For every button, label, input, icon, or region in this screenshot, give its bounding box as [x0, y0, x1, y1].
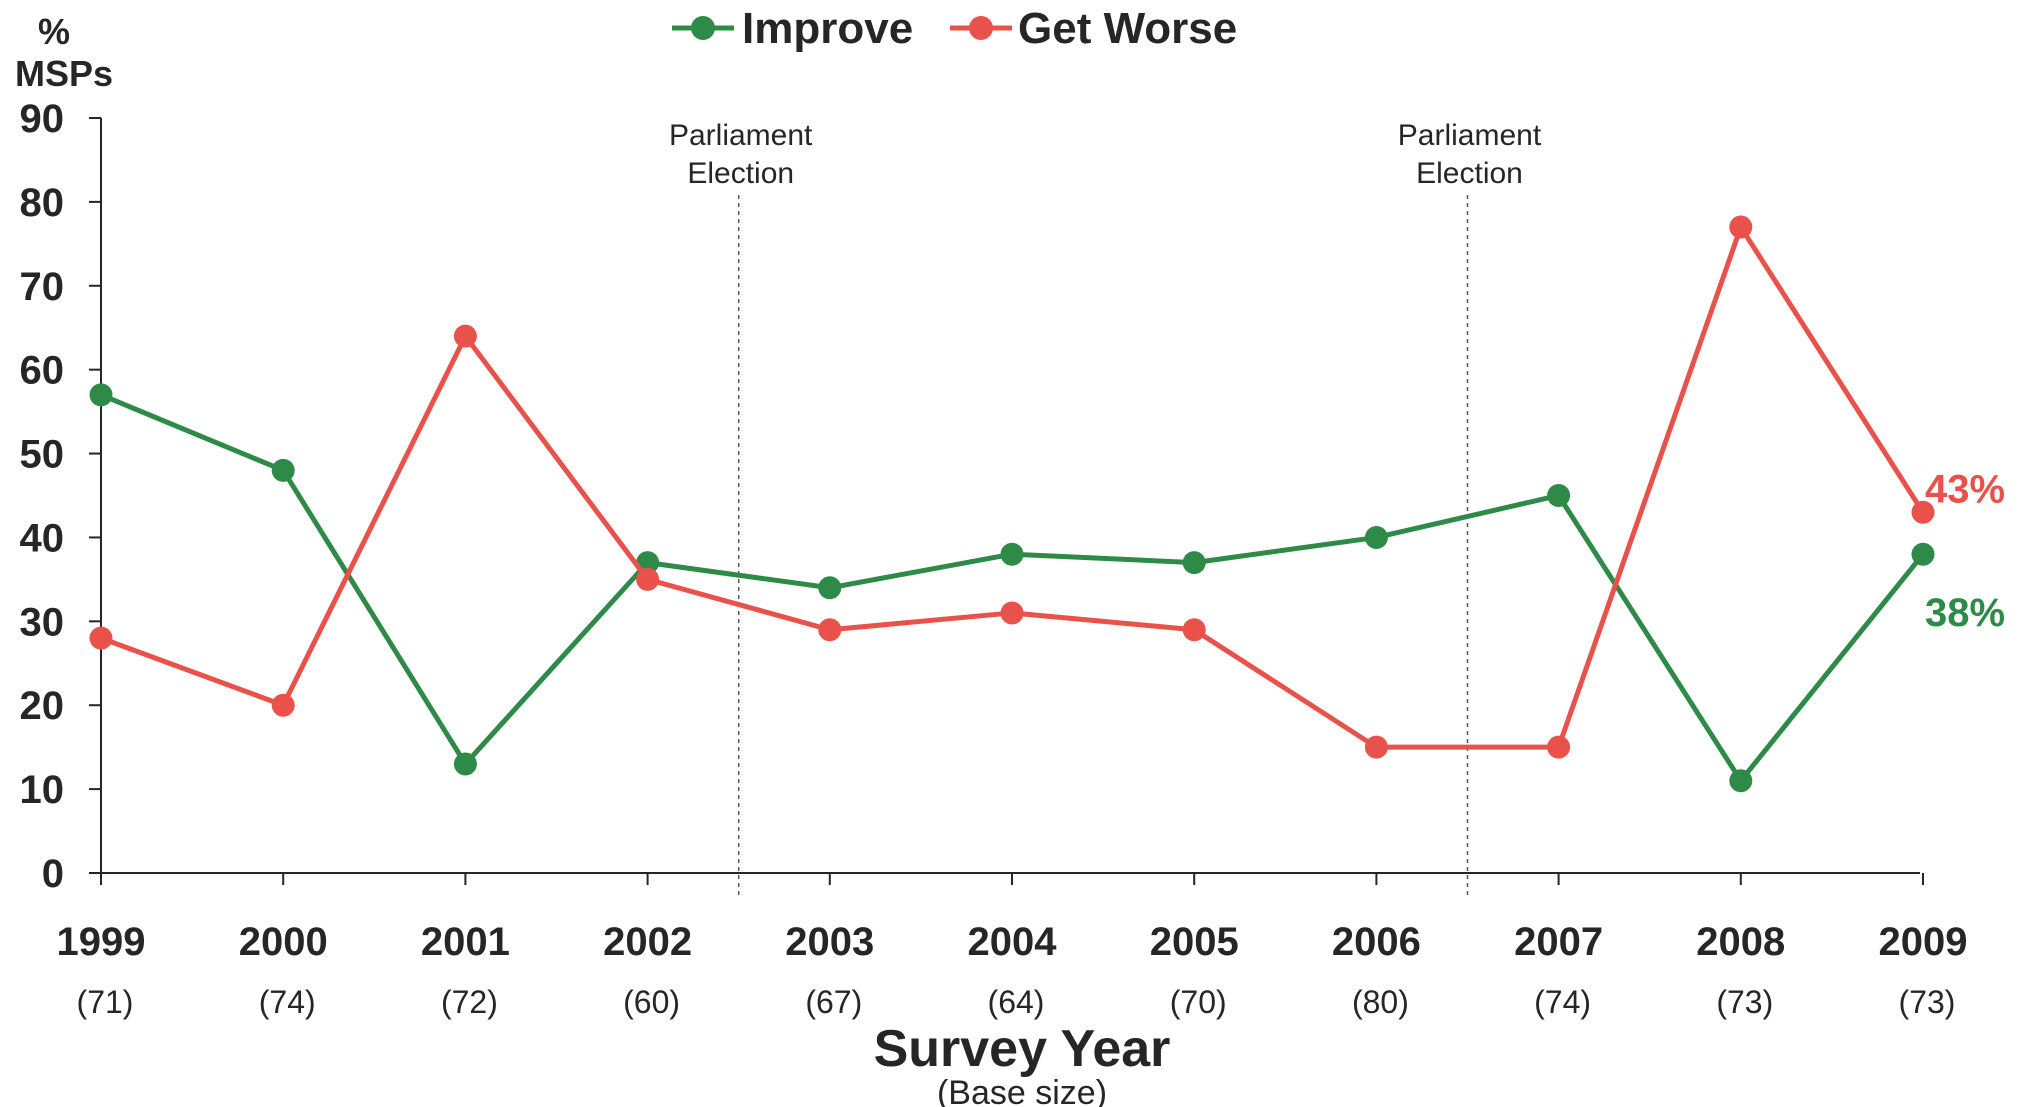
base-size-label: (73) — [1716, 984, 1773, 1020]
data-point-get-worse — [89, 626, 113, 650]
data-point-improve — [89, 383, 113, 407]
data-point-improve — [1000, 542, 1024, 566]
y-tick-label: 40 — [20, 516, 65, 560]
x-tick-label: 2004 — [968, 920, 1058, 964]
legend: Improve Get Worse — [672, 4, 1237, 53]
data-point-get-worse — [1547, 735, 1571, 759]
data-point-get-worse — [1182, 618, 1206, 642]
x-tick-label: 2002 — [603, 920, 692, 964]
data-point-improve — [1364, 525, 1388, 549]
data-point-improve — [453, 752, 477, 776]
y-axis-label-line1: % — [38, 11, 70, 52]
x-ticks: 1999 (71) 2000 (74) 2001 (72) 2002 (60) 2003 (67)… — [57, 873, 1968, 1020]
x-tick-label: 2001 — [421, 920, 510, 964]
base-size-label: (64) — [988, 984, 1045, 1020]
base-size-label: (74) — [1534, 984, 1591, 1020]
y-tick-label: 90 — [20, 97, 65, 141]
annotations: Parliament Election Parliament Election — [669, 119, 1542, 898]
y-axis-label-line2: MSPs — [15, 53, 113, 94]
y-tick-label: 60 — [20, 349, 65, 393]
base-size-label: (67) — [805, 984, 862, 1020]
data-point-improve — [1547, 484, 1571, 507]
x-tick-label: 2006 — [1332, 920, 1421, 964]
legend-marker-improve — [691, 16, 715, 40]
legend-label-get-worse: Get Worse — [1018, 4, 1237, 53]
x-axis-sublabel: (Base size) — [937, 1074, 1107, 1107]
x-tick-label: 2005 — [1150, 920, 1239, 964]
data-point-improve — [1182, 551, 1206, 575]
y-tick-label: 10 — [20, 768, 65, 812]
end-label-improve: 38% — [1925, 591, 2005, 635]
base-size-label: (80) — [1352, 984, 1409, 1020]
election-annotation-line1: Parliament — [1398, 119, 1542, 152]
base-size-label: (72) — [441, 984, 498, 1020]
legend-item-improve: Improve — [672, 4, 913, 53]
election-annotation-line1: Parliament — [669, 119, 813, 152]
base-size-label: (71) — [77, 984, 134, 1020]
x-tick-label: 2009 — [1879, 920, 1968, 964]
x-tick-label: 2003 — [785, 920, 874, 964]
legend-item-get-worse: Get Worse — [950, 4, 1237, 53]
x-tick-label: 1999 — [57, 920, 146, 964]
data-point-improve — [1729, 769, 1753, 793]
y-tick-label: 50 — [20, 433, 65, 477]
y-tick-label: 20 — [20, 684, 65, 728]
y-tick-label: 0 — [42, 852, 64, 896]
data-point-get-worse — [1000, 601, 1024, 625]
base-size-label: (73) — [1899, 984, 1956, 1020]
end-label-get-worse: 43% — [1925, 467, 2005, 511]
x-tick-label: 2008 — [1696, 920, 1785, 964]
data-point-get-worse — [1364, 735, 1388, 759]
y-tick-label: 70 — [20, 265, 65, 309]
legend-marker-get-worse — [969, 16, 993, 40]
legend-label-improve: Improve — [742, 4, 913, 53]
series-group — [89, 215, 1935, 793]
data-point-get-worse — [1911, 500, 1935, 524]
x-axis-label: Survey Year — [874, 1020, 1171, 1078]
series-line-get-worse — [100, 224, 1926, 750]
series-line-improve — [100, 392, 1925, 784]
data-point-get-worse — [818, 618, 842, 642]
base-size-label: (70) — [1170, 984, 1227, 1020]
y-tick-label: 30 — [20, 600, 65, 644]
y-tick-label: 80 — [20, 181, 65, 225]
data-point-get-worse — [453, 324, 477, 348]
y-ticks: 0 10 20 30 40 50 60 70 80 90 — [20, 97, 101, 896]
data-point-improve — [271, 458, 295, 482]
end-labels: 43% 38% — [1925, 467, 2005, 635]
x-tick-label: 2000 — [239, 920, 328, 964]
data-point-improve — [1911, 542, 1935, 566]
base-size-label: (60) — [623, 984, 680, 1020]
base-size-label: (74) — [259, 984, 316, 1020]
x-tick-label: 2007 — [1514, 920, 1603, 964]
election-annotation-line2: Election — [1416, 157, 1523, 190]
election-annotation-line2: Election — [687, 157, 794, 190]
data-point-get-worse — [271, 693, 295, 717]
data-point-get-worse — [1729, 215, 1753, 239]
data-point-improve — [818, 576, 842, 600]
data-point-get-worse — [636, 567, 660, 591]
